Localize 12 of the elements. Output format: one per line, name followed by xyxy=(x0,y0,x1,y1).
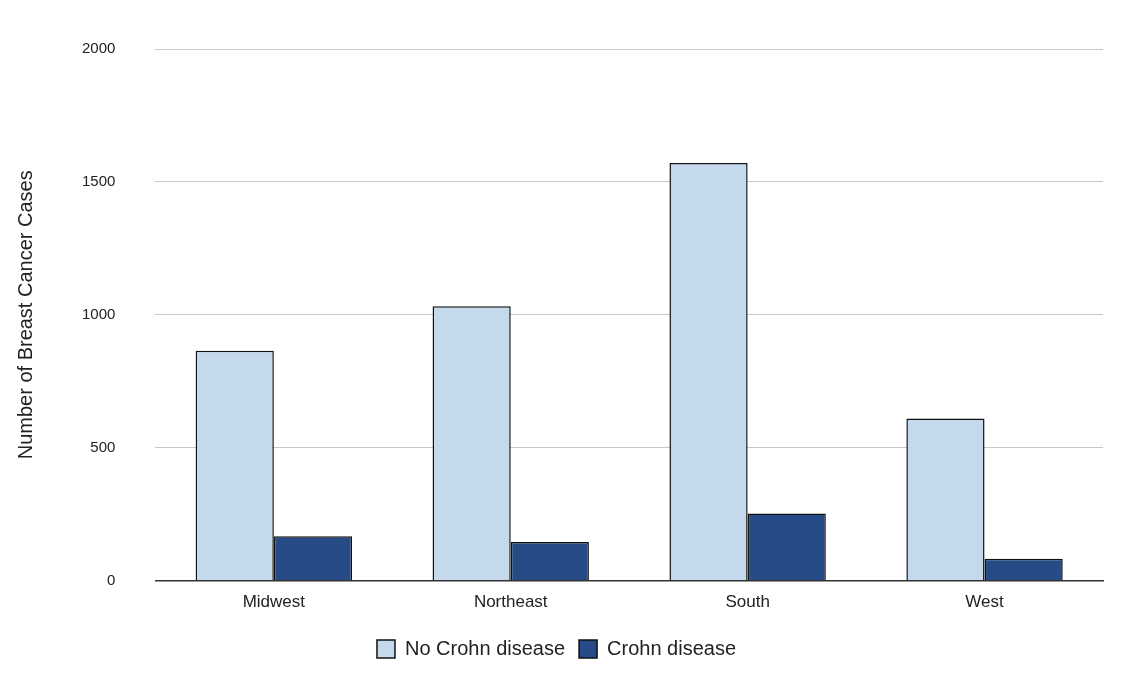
x-tick-label: Northeast xyxy=(473,592,548,612)
legend-label: No Crohn disease xyxy=(404,636,566,659)
y-tick-label: 2000 xyxy=(81,39,116,57)
y-axis-title: Number of Breast Cancer Cases xyxy=(13,170,36,460)
x-tick-label: West xyxy=(965,592,1005,612)
y-tick-label: 1000 xyxy=(81,304,116,322)
legend-label: Crohn disease xyxy=(607,636,737,659)
x-tick-label: Midwest xyxy=(242,592,306,612)
x-tick-label: South xyxy=(725,592,770,612)
y-tick-label: 0 xyxy=(107,570,116,588)
y-tick-label: 500 xyxy=(90,437,116,455)
y-tick-label: 1500 xyxy=(81,172,116,190)
